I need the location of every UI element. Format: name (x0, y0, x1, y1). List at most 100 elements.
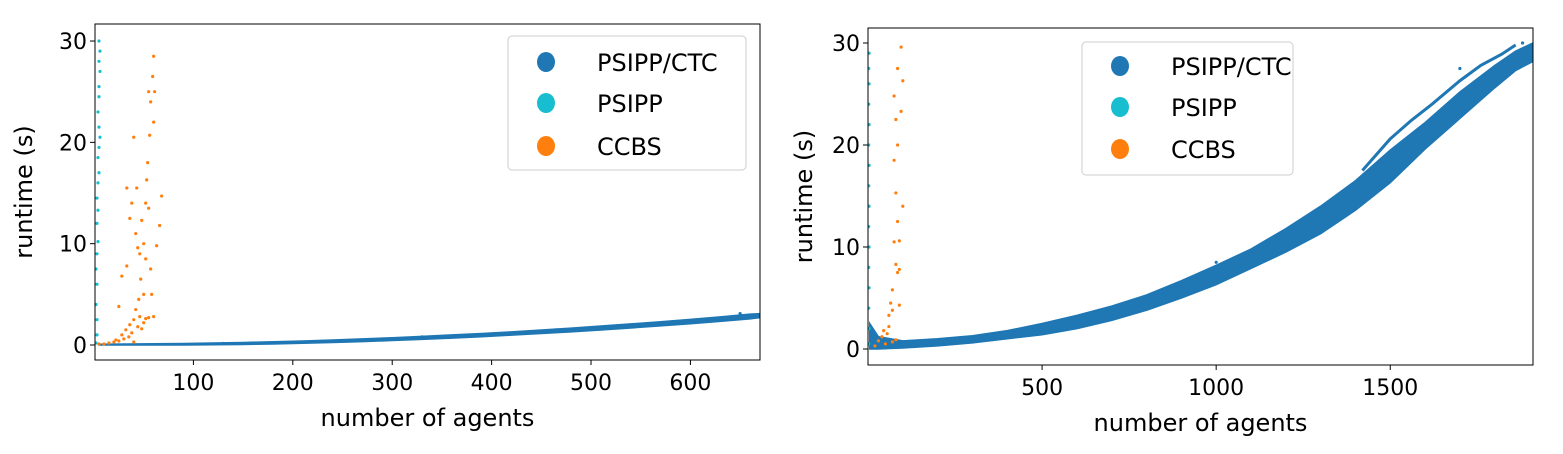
plot-area (95, 39, 760, 346)
data-point (97, 95, 101, 99)
y-tick-label: 30 (59, 30, 87, 55)
data-point (117, 304, 121, 309)
data-point (868, 326, 871, 331)
x-tick-label: 1000 (1188, 376, 1244, 401)
data-point (738, 311, 742, 316)
legend-label: CCBS (597, 133, 662, 161)
data-point (96, 181, 100, 185)
data-point (134, 231, 138, 236)
right-chart: 500 1000 1500 0 10 20 30 number of agents runtim… (790, 27, 1534, 437)
data-point (144, 201, 148, 205)
data-point (901, 79, 905, 83)
data-point (895, 143, 900, 147)
data-point (138, 315, 142, 319)
plot-area (868, 41, 1533, 350)
data-point (130, 201, 134, 205)
data-point (125, 264, 129, 268)
data-point (114, 338, 118, 342)
data-point (95, 282, 99, 286)
data-point (876, 339, 881, 343)
x-tick-label: 400 (471, 371, 513, 396)
legend: PSIPP/CTC PSIPP CCBS (507, 35, 747, 171)
data-point (97, 342, 101, 346)
data-point (890, 340, 894, 344)
data-point (868, 163, 871, 167)
data-point (1458, 66, 1462, 71)
x-tick-label: 500 (570, 371, 612, 396)
data-point (221, 341, 225, 346)
data-point (95, 333, 99, 337)
data-point (890, 308, 894, 312)
data-point (149, 267, 153, 271)
legend-marker (537, 93, 555, 113)
x-tick-label: 500 (1021, 376, 1063, 401)
data-point (153, 90, 157, 94)
data-point (95, 318, 99, 322)
data-point (887, 324, 891, 329)
y-tick-label: 0 (73, 334, 87, 359)
legend-box (507, 35, 747, 171)
data-point (120, 274, 124, 278)
data-point (107, 341, 111, 345)
data-point (868, 51, 871, 55)
data-point (889, 301, 893, 305)
data-point (95, 302, 98, 307)
data-point (142, 242, 146, 246)
data-point (901, 204, 905, 208)
x-tick-label: 200 (272, 371, 314, 396)
x-axis-label: number of agents (1094, 409, 1308, 437)
data-point (146, 161, 150, 165)
data-point (147, 90, 151, 94)
legend-label: CCBS (1171, 136, 1236, 164)
data-point (145, 178, 149, 182)
data-point (136, 246, 140, 250)
data-point (155, 244, 159, 248)
data-point (147, 206, 151, 210)
y-axis-label: runtime (s) (790, 130, 818, 263)
data-point (96, 240, 100, 244)
data-point (102, 342, 106, 346)
data-point (96, 110, 100, 114)
data-point (149, 100, 153, 104)
data-point (98, 49, 102, 53)
legend-box (1081, 41, 1294, 176)
y-tick-label: 0 (846, 338, 860, 363)
x-axis-label: number of agents (321, 404, 535, 432)
data-point (868, 82, 871, 86)
data-point (148, 133, 152, 137)
data-point (95, 196, 99, 200)
data-point (125, 186, 129, 190)
data-point (899, 45, 903, 49)
data-point (96, 155, 100, 160)
data-point (95, 341, 98, 345)
axes-frame (867, 27, 1534, 366)
data-point (883, 342, 888, 346)
legend-label: PSIPP/CTC (1171, 53, 1292, 81)
x-tick-label: 100 (172, 371, 214, 396)
data-point (894, 338, 898, 342)
data-point (140, 218, 144, 222)
x-tick-label: 1500 (1362, 376, 1418, 401)
legend-marker (537, 52, 555, 72)
data-point (130, 331, 134, 335)
data-point (868, 102, 871, 106)
data-point (147, 316, 151, 320)
data-point (132, 340, 136, 344)
data-point (882, 329, 886, 333)
data-point (868, 224, 871, 229)
x-tick-label: 600 (669, 371, 711, 396)
data-point (892, 240, 896, 244)
data-point (868, 306, 871, 310)
data-point (868, 184, 871, 188)
data-point (894, 117, 898, 122)
data-point (96, 208, 100, 212)
data-point (135, 186, 139, 190)
data-point (554, 328, 558, 332)
data-band-psipp-ctc (98, 312, 760, 346)
legend-marker (537, 136, 555, 156)
data-point (897, 239, 901, 243)
legend-marker (1111, 97, 1129, 117)
data-point (897, 267, 901, 272)
data-point (142, 321, 146, 325)
